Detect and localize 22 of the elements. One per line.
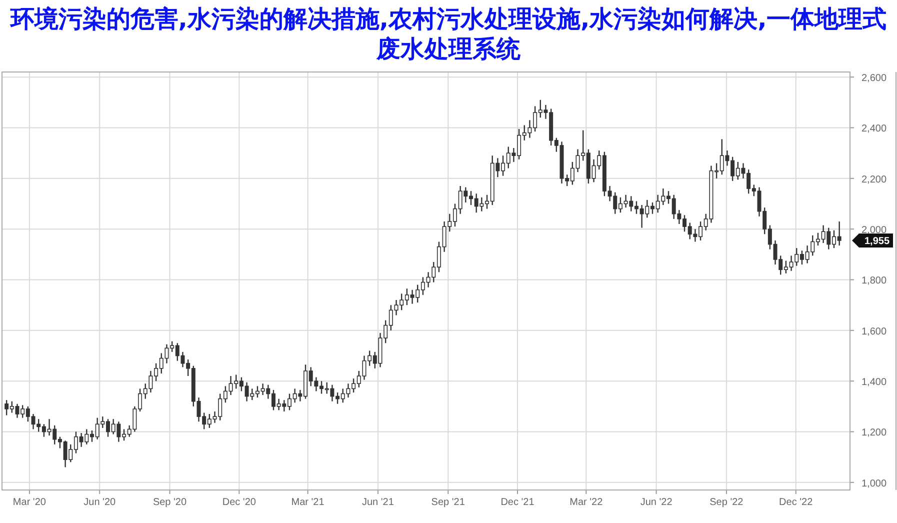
x-tick-label: Mar '20 bbox=[12, 497, 46, 508]
y-tick-label: 2,200 bbox=[861, 174, 887, 186]
y-tick-label: 1,400 bbox=[861, 377, 887, 388]
x-tick-label: Dec '22 bbox=[779, 497, 814, 508]
x-tick-label: Sep '22 bbox=[710, 497, 744, 508]
y-tick-label: 1,200 bbox=[861, 428, 887, 439]
y-tick-label: 2,600 bbox=[861, 73, 887, 84]
x-tick-label: Dec '21 bbox=[500, 497, 535, 508]
x-tick-label: Dec '20 bbox=[222, 497, 256, 508]
chart-title: 环境污染的危害,水污染的解决措施,农村污水处理设施,水污染如何解决,一体地理式废水处理系统 bbox=[10, 4, 887, 64]
y-tick-label: 1,600 bbox=[861, 326, 887, 338]
x-tick-label: Sep '20 bbox=[152, 497, 188, 508]
x-tick-label: Mar '22 bbox=[570, 497, 604, 508]
y-tick-label: 1,000 bbox=[861, 478, 887, 490]
y-tick-label: 1,800 bbox=[861, 276, 887, 287]
x-tick-label: Sep '21 bbox=[431, 497, 466, 508]
price-tag: 1,955 bbox=[852, 233, 893, 248]
x-tick-label: Jun '22 bbox=[640, 497, 673, 508]
x-tick-label: Jun '21 bbox=[362, 497, 394, 508]
y-tick-label: 2,400 bbox=[861, 124, 887, 135]
x-tick-label: Mar '21 bbox=[291, 497, 325, 508]
x-tick-label: Jun '20 bbox=[84, 497, 116, 508]
